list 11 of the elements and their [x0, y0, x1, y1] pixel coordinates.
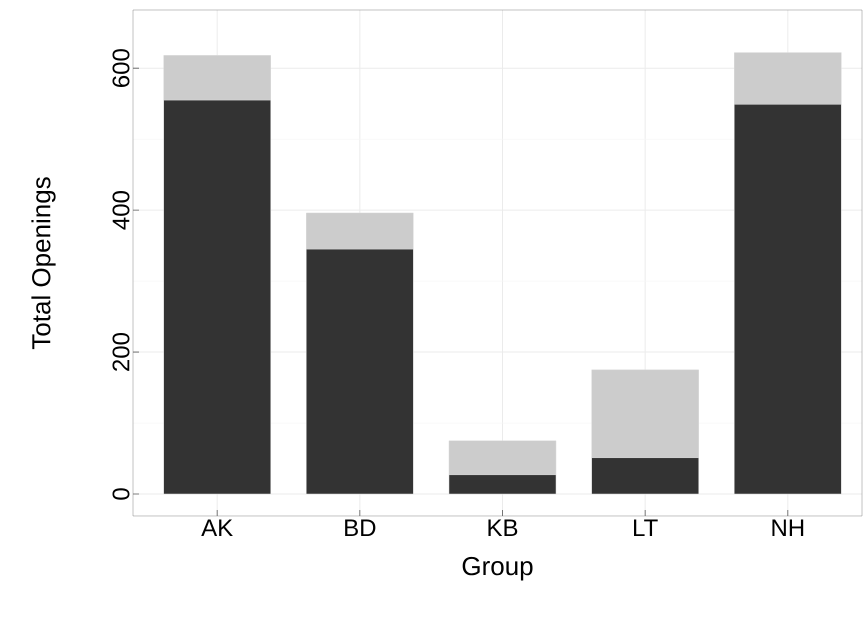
x-tick-label: LT: [634, 520, 658, 536]
x-axis-title: Group: [462, 556, 533, 580]
y-tick-label: 400: [112, 191, 130, 230]
y-tick-label: 0: [112, 488, 130, 500]
x-tick-label: KB: [488, 520, 518, 536]
x-tick-label: NH: [772, 520, 804, 536]
y-tick-label: 200: [112, 332, 130, 371]
x-tick-label: BD: [345, 520, 376, 536]
y-axis-title: Total Openings: [31, 177, 56, 350]
x-tick-label: AK: [201, 520, 233, 536]
y-tick-label: 600: [112, 49, 130, 87]
